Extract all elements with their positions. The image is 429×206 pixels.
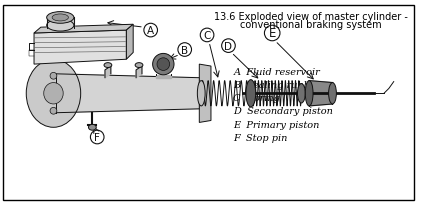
Text: C  Spring: C Spring bbox=[233, 94, 280, 103]
Ellipse shape bbox=[52, 15, 69, 22]
Polygon shape bbox=[156, 75, 171, 78]
Text: D  Secondary piston: D Secondary piston bbox=[233, 107, 333, 116]
Polygon shape bbox=[47, 18, 74, 29]
Polygon shape bbox=[105, 67, 111, 78]
Ellipse shape bbox=[153, 54, 174, 75]
Ellipse shape bbox=[44, 83, 63, 104]
Text: F  Stop pin: F Stop pin bbox=[233, 133, 288, 142]
Text: 13.6 Exploded view of master cylinder -: 13.6 Exploded view of master cylinder - bbox=[214, 12, 408, 21]
Text: B: B bbox=[181, 45, 188, 55]
Text: C: C bbox=[203, 31, 211, 41]
Ellipse shape bbox=[47, 13, 74, 24]
Ellipse shape bbox=[50, 108, 57, 115]
Text: E  Primary piston: E Primary piston bbox=[233, 120, 320, 129]
Polygon shape bbox=[199, 65, 211, 123]
Polygon shape bbox=[34, 31, 127, 65]
Polygon shape bbox=[56, 74, 199, 113]
Polygon shape bbox=[127, 25, 133, 60]
Ellipse shape bbox=[50, 73, 57, 80]
Polygon shape bbox=[309, 81, 332, 106]
Text: A: A bbox=[147, 26, 154, 36]
Ellipse shape bbox=[197, 81, 205, 106]
Text: F: F bbox=[94, 132, 100, 142]
Ellipse shape bbox=[246, 80, 256, 107]
Text: D: D bbox=[224, 41, 233, 51]
Polygon shape bbox=[136, 67, 142, 78]
Ellipse shape bbox=[157, 59, 169, 71]
Ellipse shape bbox=[47, 20, 74, 32]
Text: B  Sealing rubber: B Sealing rubber bbox=[233, 81, 320, 90]
Polygon shape bbox=[34, 25, 133, 34]
Ellipse shape bbox=[88, 125, 96, 131]
Ellipse shape bbox=[135, 63, 143, 68]
Ellipse shape bbox=[305, 81, 313, 106]
Ellipse shape bbox=[26, 60, 81, 128]
Ellipse shape bbox=[329, 83, 336, 104]
Text: E: E bbox=[269, 27, 276, 40]
Text: A  Fluid reservoir: A Fluid reservoir bbox=[233, 68, 320, 77]
Ellipse shape bbox=[297, 84, 305, 103]
Text: conventional braking system: conventional braking system bbox=[240, 20, 382, 30]
Ellipse shape bbox=[247, 81, 255, 106]
Ellipse shape bbox=[104, 63, 112, 68]
